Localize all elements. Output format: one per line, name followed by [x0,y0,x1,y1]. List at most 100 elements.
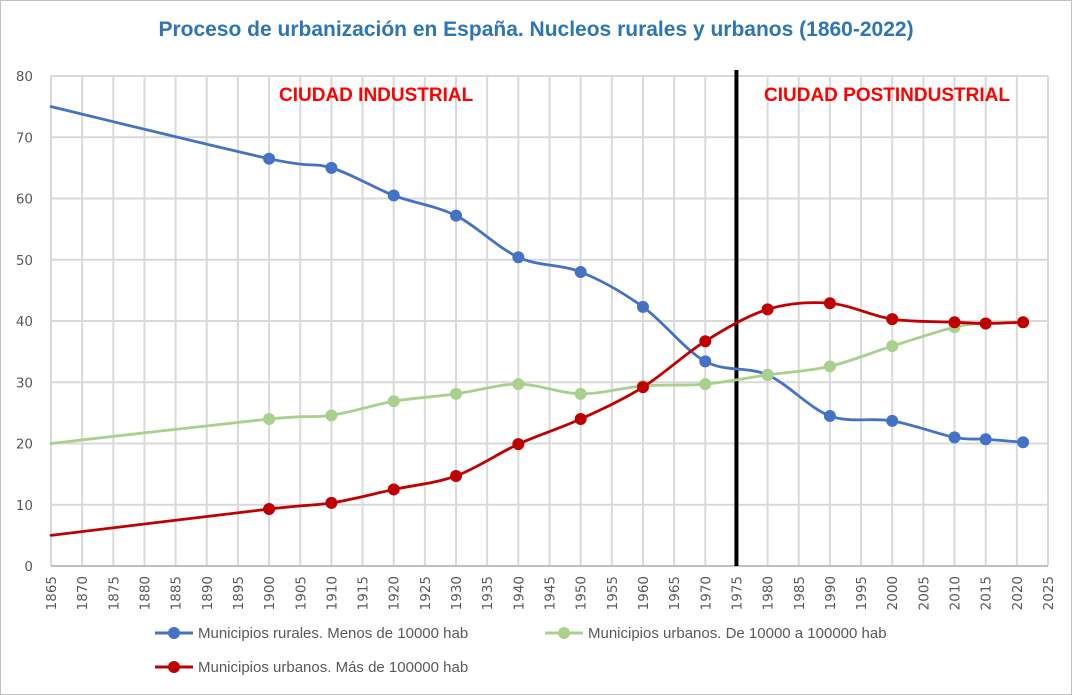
x-tick-label: 1895 [231,576,247,610]
x-tick-label: 1955 [605,576,621,610]
series-2 [49,297,1030,537]
data-point [1017,436,1030,449]
x-tick-label: 1920 [387,576,403,610]
y-tick-label: 80 [16,69,33,85]
annotations: CIUDAD INDUSTRIAL CIUDAD POSTINDUSTRIAL [279,85,1010,106]
data-point [823,360,836,373]
data-point [325,409,338,422]
x-tick-label: 1915 [356,576,372,610]
x-tick-label: 1985 [792,576,808,610]
x-tick-label: 1905 [293,576,309,610]
x-tick-label: 1970 [698,576,714,610]
data-point [263,503,276,516]
data-point [574,413,587,425]
x-tick-label: 1945 [543,576,559,610]
chart-title: Proceso de urbanización en España. Nucle… [158,18,914,41]
legend-marker-icon [168,661,180,673]
data-point [886,414,899,427]
x-tick-label: 2005 [916,576,932,610]
series-0 [49,105,1030,449]
data-point [699,335,712,348]
x-tick-label: 1980 [761,576,777,610]
x-tick-label: 1975 [729,576,745,610]
data-point [699,378,712,391]
data-point [1017,316,1030,329]
x-tick-label: 1995 [854,576,870,610]
x-tick-label: 2020 [1010,576,1026,610]
x-tick-label: 1885 [169,576,185,610]
data-point [574,387,587,400]
data-point [886,340,899,353]
x-tick-label: 1875 [106,576,122,610]
x-tick-label: 1960 [636,576,652,610]
series-line [49,320,1025,445]
data-point [387,395,400,408]
x-tick-label: 1870 [75,576,91,610]
annotation-label: CIUDAD POSTINDUSTRIAL [764,85,1010,106]
x-tick-label: 1930 [449,576,465,610]
annotation-label: CIUDAD INDUSTRIAL [279,85,474,106]
y-tick-label: 50 [16,253,33,269]
data-point [450,387,463,400]
y-tick-label: 40 [16,314,33,330]
x-tick-label: 1900 [262,576,278,610]
data-point [387,483,400,496]
y-tick-label: 60 [16,192,33,208]
x-tick-label: 1990 [823,576,839,610]
data-point [512,438,525,451]
data-point [263,152,276,165]
legend-marker-icon [168,627,180,639]
x-tick-label: 1950 [574,576,590,610]
y-tick-label: 0 [24,559,33,575]
legend-item: Municipios rurales. Menos de 10000 hab [155,625,468,642]
grid [50,75,1049,567]
data-point [450,469,463,482]
data-point [948,316,961,329]
data-point [512,378,525,391]
x-tick-label: 1965 [667,576,683,610]
data-point [823,409,836,422]
data-point [761,368,774,381]
series-line [49,301,1025,537]
data-point [979,317,992,330]
data-point [948,431,961,444]
data-point [325,161,338,174]
data-point [512,251,525,264]
legend-label: Municipios urbanos. Más de 100000 hab [198,659,468,676]
y-tick-label: 70 [16,130,33,146]
data-point [574,266,587,278]
data-point [636,381,649,394]
legend-label: Municipios rurales. Menos de 10000 hab [198,625,468,642]
legend-item: Municipios urbanos. De 10000 a 100000 ha… [545,625,887,642]
legend: Municipios rurales. Menos de 10000 hab Mu… [155,625,887,676]
x-tick-label: 1940 [511,576,527,610]
series-1 [49,316,1030,445]
x-tick-label: 2015 [979,576,995,610]
y-axis-ticks: 0 10 20 30 40 50 60 70 80 [16,69,33,575]
x-axis-ticks: 1865 1870 1875 1880 1885 1890 1895 1900 1905 1910… [44,576,1057,610]
x-tick-label: 1935 [480,576,496,610]
y-tick-label: 20 [16,437,33,453]
x-tick-label: 1910 [324,576,340,610]
x-tick-label: 2025 [1041,576,1057,610]
data-point [636,300,649,313]
series-line [49,105,1025,444]
x-tick-label: 2000 [885,576,901,610]
x-tick-label: 1890 [200,576,216,610]
data-point [699,355,712,368]
x-tick-label: 1925 [418,576,434,610]
data-point [886,313,899,326]
y-tick-label: 10 [16,498,33,514]
data-point [387,189,400,202]
series-group [49,105,1030,537]
data-point [823,297,836,310]
legend-item: Municipios urbanos. Más de 100000 hab [155,659,468,676]
data-point [263,413,276,425]
x-tick-label: 2010 [948,576,964,610]
data-point [761,303,774,316]
data-point [450,209,463,222]
data-point [325,496,338,509]
legend-label: Municipios urbanos. De 10000 a 100000 ha… [588,625,887,642]
data-point [979,433,992,446]
